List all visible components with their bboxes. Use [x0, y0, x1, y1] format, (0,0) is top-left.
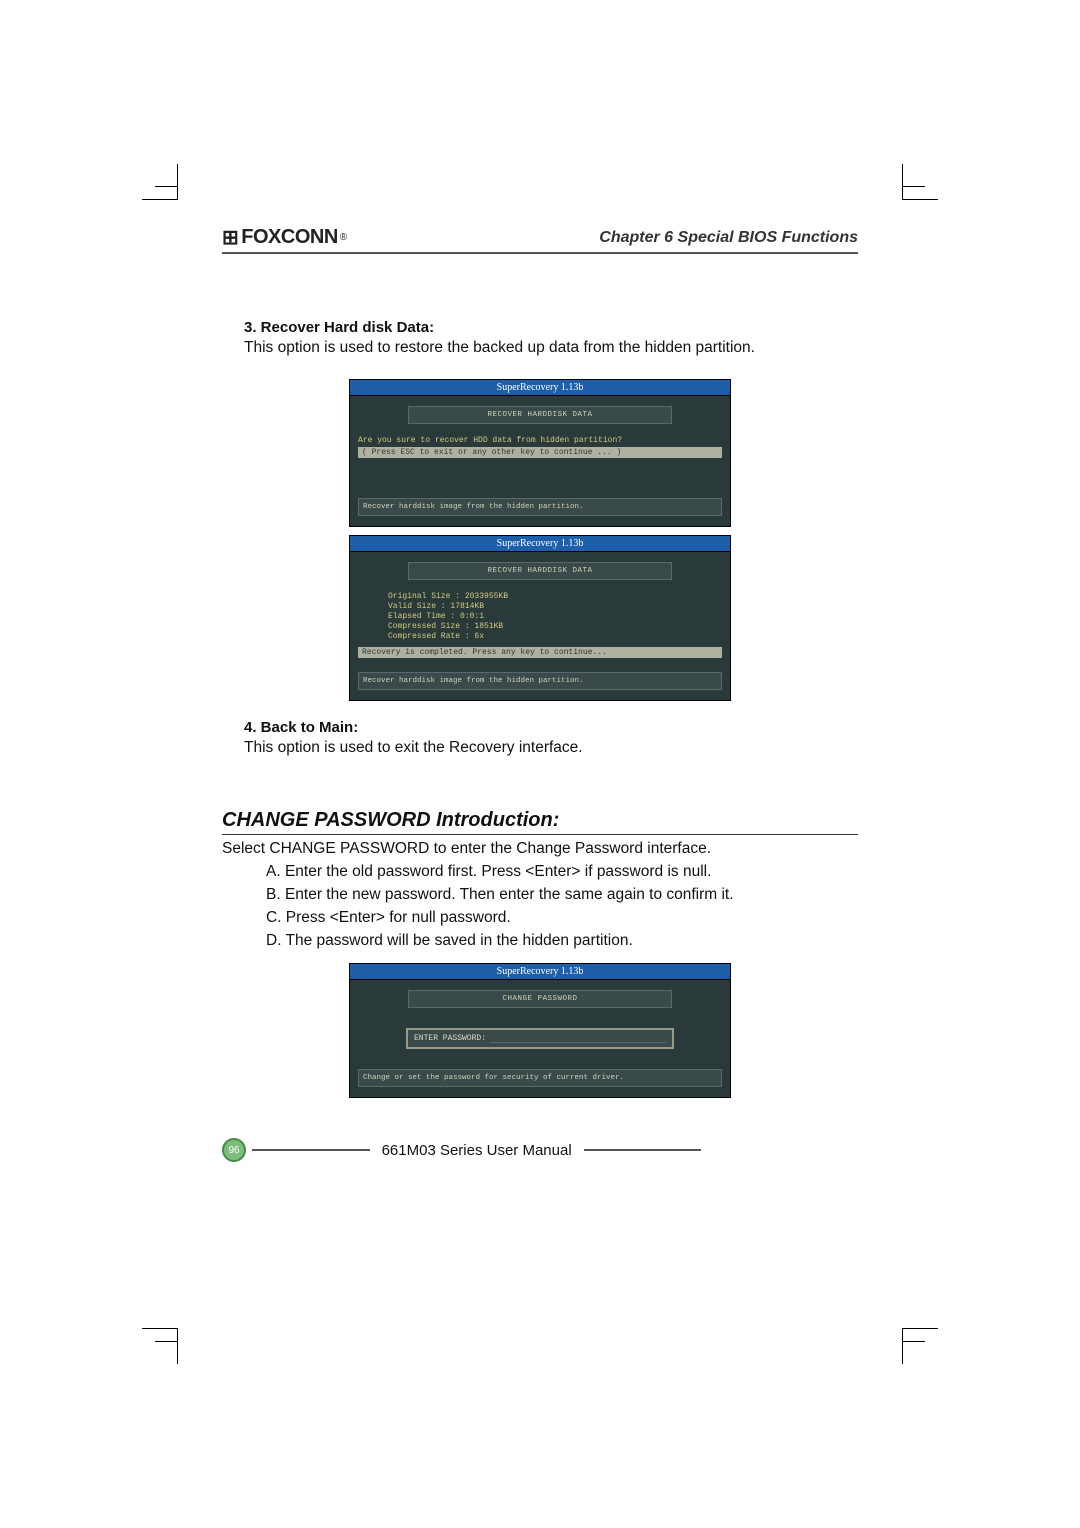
bios-stat-compressed-size: Compressed Size : 1851KB: [388, 622, 722, 631]
section-3-text: This option is used to restore the backe…: [244, 338, 858, 359]
bios-banner: RECOVER HARDDISK DATA: [408, 562, 672, 580]
change-password-heading: CHANGE PASSWORD Introduction:: [222, 809, 858, 835]
brand-h-icon: ⊞: [222, 225, 238, 250]
bios-password-label: ENTER PASSWORD:: [414, 1034, 486, 1043]
bios-done: Recovery is completed. Press any key to …: [358, 647, 722, 658]
page-footer: 96 661M03 Series User Manual: [222, 1138, 858, 1162]
bios-banner: RECOVER HARDDISK DATA: [408, 406, 672, 424]
manual-title: 661M03 Series User Manual: [382, 1142, 572, 1159]
change-password-step-c: C. Press <Enter> for null password.: [266, 908, 858, 929]
bios-stat-compressed-rate: Compressed Rate : 6x: [388, 632, 722, 641]
footer-line: [584, 1149, 702, 1151]
section-4-text: This option is used to exit the Recovery…: [244, 738, 858, 759]
brand-logo: ⊞ FOXCONN ®: [222, 225, 347, 250]
bios-title: SuperRecovery 1.13b: [350, 536, 730, 552]
footer-line: [252, 1149, 370, 1151]
bios-title: SuperRecovery 1.13b: [350, 964, 730, 980]
change-password-step-d: D. The password will be saved in the hid…: [266, 931, 858, 952]
page-number-badge: 96: [222, 1138, 246, 1162]
crop-mark: [902, 164, 925, 187]
brand-text: FOXCONN: [241, 226, 338, 249]
bios-title: SuperRecovery 1.13b: [350, 380, 730, 396]
bios-screenshot-change-password: SuperRecovery 1.13b CHANGE PASSWORD ENTE…: [349, 963, 731, 1098]
bios-hint: ( Press ESC to exit or any other key to …: [358, 447, 722, 458]
bios-help: Change or set the password for security …: [358, 1069, 722, 1087]
bios-stat-original: Original Size : 2033955KB: [388, 592, 722, 601]
section-4-title: 4. Back to Main:: [244, 719, 858, 736]
bios-banner: CHANGE PASSWORD: [408, 990, 672, 1008]
crop-mark: [155, 164, 178, 187]
change-password-step-b: B. Enter the new password. Then enter th…: [266, 885, 858, 906]
crop-mark: [902, 1341, 925, 1364]
bios-password-field: [490, 1034, 666, 1043]
bios-help: Recover harddisk image from the hidden p…: [358, 672, 722, 690]
change-password-step-a: A. Enter the old password first. Press <…: [266, 862, 858, 883]
bios-screenshot-recover-done: SuperRecovery 1.13b RECOVER HARDDISK DAT…: [349, 535, 731, 701]
bios-stats: Original Size : 2033955KB Valid Size : 1…: [388, 592, 722, 641]
crop-mark: [155, 1341, 178, 1364]
bios-screenshot-recover-confirm: SuperRecovery 1.13b RECOVER HARDDISK DAT…: [349, 379, 731, 527]
chapter-title: Chapter 6 Special BIOS Functions: [599, 229, 858, 247]
bios-help: Recover harddisk image from the hidden p…: [358, 498, 722, 516]
change-password-intro: Select CHANGE PASSWORD to enter the Chan…: [222, 839, 858, 860]
brand-reg: ®: [340, 232, 347, 243]
bios-question: Are you sure to recover HDD data from hi…: [358, 436, 722, 445]
bios-password-input: ENTER PASSWORD:: [406, 1028, 674, 1049]
bios-stat-valid: Valid Size : 17814KB: [388, 602, 722, 611]
bios-stat-elapsed: Elapsed Time : 0:0:1: [388, 612, 722, 621]
page-header: ⊞ FOXCONN ® Chapter 6 Special BIOS Funct…: [222, 225, 858, 254]
section-3-title: 3. Recover Hard disk Data:: [244, 319, 858, 336]
